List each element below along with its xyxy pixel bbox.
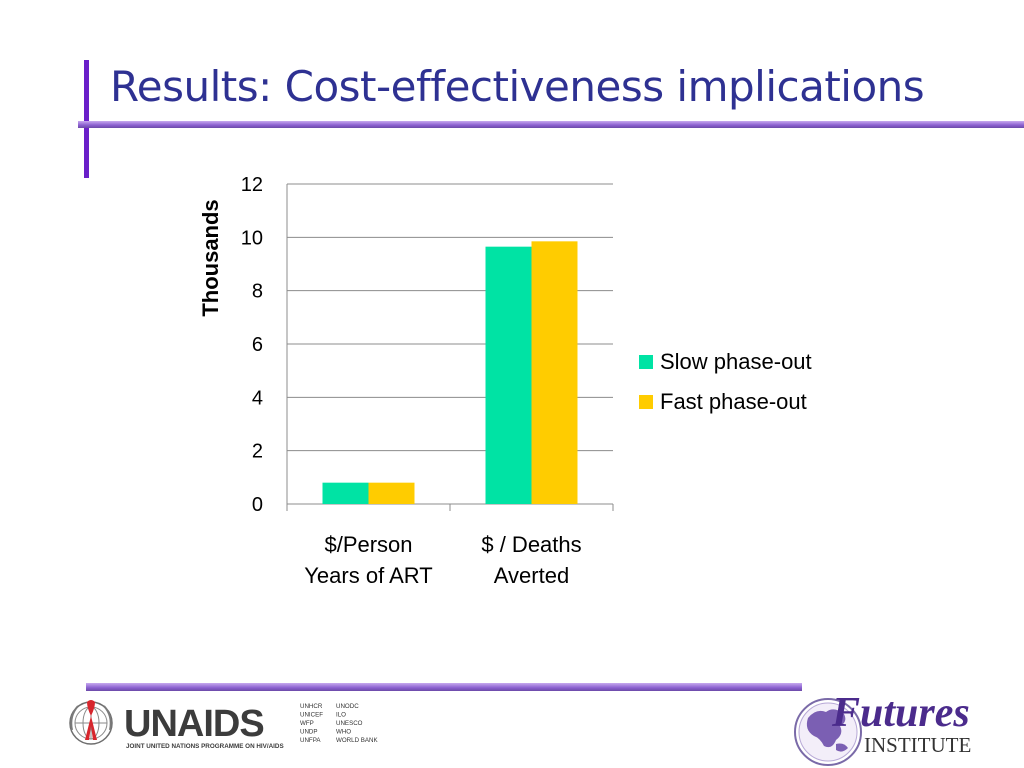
bar-fast [531, 241, 578, 505]
cosponsor-label: UNFPA [300, 737, 321, 744]
unaids-logo: UNAIDS JOINT UNITED NATIONS PROGRAMME ON… [69, 700, 378, 750]
legend-label: Slow phase-out [660, 349, 812, 374]
bar-slow [322, 482, 369, 504]
slide-title: Results: Cost-effectiveness implications [110, 62, 925, 111]
y-tick-label: 8 [252, 281, 263, 303]
institute-wordmark: INSTITUTE [864, 733, 971, 757]
cosponsor-label: WORLD BANK [336, 737, 378, 744]
x-category-label: $ / Deaths Averted [481, 532, 581, 588]
un-emblem-icon [69, 700, 113, 745]
cosponsor-label: UNICEF [300, 712, 323, 719]
cosponsor-label: UNDP [300, 729, 318, 736]
cosponsor-label: WFP [300, 720, 314, 727]
bar-slow [485, 246, 532, 504]
legend-label: Fast phase-out [660, 389, 807, 414]
unaids-tagline: JOINT UNITED NATIONS PROGRAMME ON HIV/AI… [126, 743, 284, 750]
accent-bar [84, 60, 89, 178]
globe-icon [794, 698, 862, 766]
legend-swatch [639, 355, 653, 369]
y-tick-label: 4 [252, 387, 263, 409]
cosponsor-label: WHO [336, 729, 351, 736]
legend-swatch [639, 395, 653, 409]
y-tick-label: 0 [252, 494, 263, 516]
x-category-label: $/Person Years of ART [304, 532, 432, 588]
bar-fast [368, 482, 415, 504]
cosponsor-label: UNODC [336, 703, 359, 710]
cosponsor-label: ILO [336, 712, 346, 719]
cosponsor-label: UNESCO [336, 720, 363, 727]
y-tick-label: 12 [241, 174, 263, 196]
y-tick-label: 10 [241, 227, 263, 249]
cosponsor-label: UNHCR [300, 703, 323, 710]
footer-divider [86, 683, 802, 691]
y-axis-title: Thousands [198, 199, 223, 316]
title-divider [78, 121, 1024, 128]
futures-institute-logo: Futures INSTITUTE [794, 690, 971, 766]
futures-wordmark: Futures [831, 690, 970, 736]
unaids-wordmark: UNAIDS [124, 703, 264, 745]
y-tick-label: 2 [252, 441, 263, 463]
y-tick-label: 6 [252, 334, 263, 356]
